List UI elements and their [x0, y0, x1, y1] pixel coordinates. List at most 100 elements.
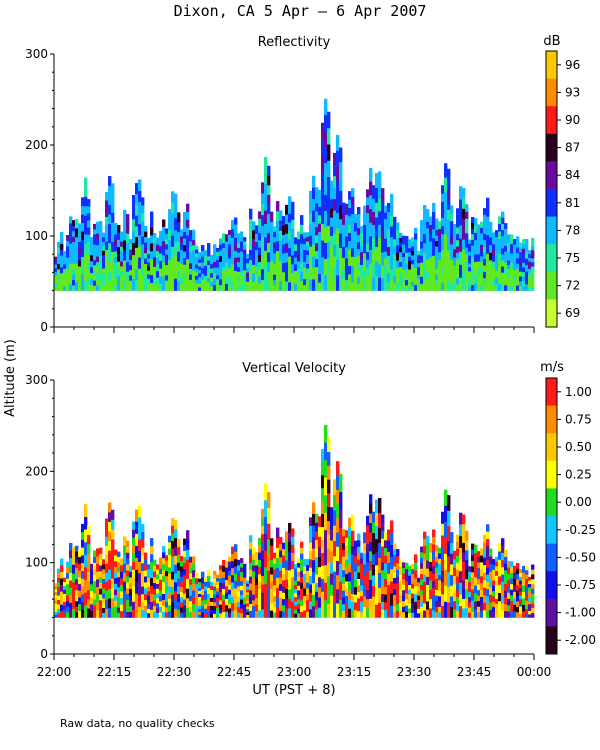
reflectivity-cell: [426, 209, 430, 216]
reflectivity-cell: [444, 191, 448, 206]
reflectivity-cell: [273, 231, 277, 238]
velocity-cell: [270, 610, 274, 618]
velocity-cell: [363, 574, 367, 586]
velocity-cell: [342, 569, 346, 577]
reflectivity-cell: [369, 222, 373, 237]
velocity-cell: [255, 578, 259, 586]
velocity-cell: [144, 558, 148, 565]
reflectivity-cell: [216, 271, 220, 276]
velocity-cell: [345, 588, 349, 596]
velocity-cell: [96, 586, 100, 595]
velocity-cell: [126, 552, 130, 559]
reflectivity-cell: [300, 271, 304, 282]
reflectivity-cell: [504, 228, 508, 235]
reflectivity-cell: [138, 268, 142, 280]
reflectivity-cell: [81, 273, 85, 283]
velocity-cell: [345, 581, 349, 589]
velocity-cell: [456, 562, 460, 570]
reflectivity-cell: [381, 200, 385, 215]
velocity-cell: [492, 596, 496, 602]
velocity-cell: [507, 579, 511, 587]
velocity-cell: [276, 597, 280, 608]
velocity-cell: [381, 538, 385, 547]
velocity-data-cells: [54, 424, 535, 618]
reflectivity-cell: [525, 245, 529, 253]
velocity-cell: [168, 604, 172, 612]
reflectivity-cell: [411, 264, 415, 269]
reflectivity-cell: [273, 242, 277, 248]
velocity-x-tick-label: 23:30: [397, 665, 432, 679]
reflectivity-cell: [153, 252, 157, 258]
reflectivity-cell: [390, 204, 394, 216]
velocity-cell: [90, 577, 94, 585]
velocity-cell: [456, 589, 460, 598]
reflectivity-cell: [162, 233, 166, 242]
velocity-cell: [375, 538, 379, 553]
reflectivity-cell: [246, 267, 250, 273]
velocity-cell: [504, 576, 508, 584]
velocity-cell: [72, 599, 76, 609]
reflectivity-cell: [186, 227, 190, 236]
reflectivity-cell: [297, 275, 301, 284]
velocity-cell: [339, 473, 343, 493]
reflectivity-cell: [492, 249, 496, 256]
reflectivity-cell: [279, 210, 283, 221]
reflectivity-cell: [120, 236, 124, 242]
velocity-cell: [351, 562, 355, 571]
reflectivity-cell: [450, 275, 454, 284]
reflectivity-cell: [486, 281, 490, 291]
velocity-cell: [195, 589, 199, 596]
reflectivity-cell: [102, 241, 106, 247]
reflectivity-cell: [222, 281, 226, 287]
velocity-cell: [252, 582, 256, 589]
velocity-cell: [270, 567, 274, 575]
reflectivity-cell: [78, 253, 82, 261]
reflectivity-cell: [444, 219, 448, 235]
velocity-cell: [108, 598, 112, 609]
velocity-cell: [84, 541, 88, 555]
reflectivity-cell: [102, 259, 106, 265]
velocity-cell: [321, 591, 325, 605]
reflectivity-cell: [441, 258, 445, 267]
velocity-cell: [129, 605, 133, 613]
velocity-cell: [345, 595, 349, 604]
reflectivity-cell: [114, 284, 118, 291]
reflectivity-cell: [183, 238, 187, 246]
reflectivity-cell: [468, 274, 472, 280]
reflectivity-cell: [171, 224, 175, 236]
reflectivity-cell: [438, 275, 442, 284]
reflectivity-cell: [408, 277, 412, 283]
reflectivity-cell: [327, 160, 331, 178]
velocity-cell: [453, 575, 457, 585]
velocity-cell: [102, 559, 106, 565]
reflectivity-cell: [228, 248, 232, 254]
velocity-cell: [240, 585, 244, 591]
velocity-cell: [129, 565, 133, 572]
velocity-cell: [516, 584, 520, 591]
reflectivity-cell: [177, 231, 181, 242]
velocity-cell: [108, 559, 112, 570]
reflectivity-cell: [270, 221, 274, 232]
velocity-cell: [498, 559, 502, 569]
reflectivity-cell: [252, 230, 256, 239]
velocity-cell: [516, 612, 520, 618]
reflectivity-cell: [96, 227, 100, 234]
velocity-cell: [201, 606, 205, 613]
velocity-cell: [99, 582, 103, 589]
reflectivity-cell: [420, 269, 424, 277]
reflectivity-cell: [195, 271, 199, 276]
reflectivity-cell: [441, 274, 445, 283]
reflectivity-cell: [141, 236, 145, 245]
velocity-cell: [528, 600, 532, 605]
velocity-cell: [126, 540, 130, 547]
velocity-cell: [429, 552, 433, 562]
velocity-cell: [132, 545, 136, 554]
velocity-cell: [291, 552, 295, 562]
reflectivity-cell: [246, 276, 250, 282]
reflectivity-cell: [327, 258, 331, 275]
reflectivity-cell: [426, 253, 430, 260]
velocity-cell: [141, 578, 145, 587]
velocity-cell: [219, 600, 223, 605]
reflectivity-cell: [357, 262, 361, 271]
velocity-cell: [483, 549, 487, 558]
